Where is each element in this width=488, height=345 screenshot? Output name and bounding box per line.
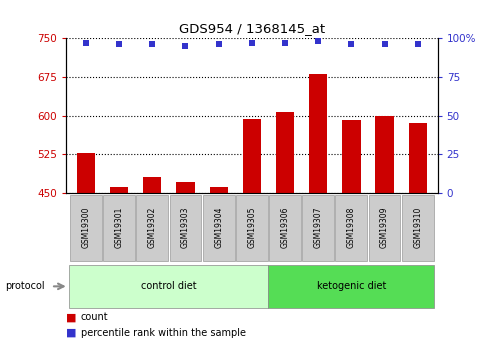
Point (347, 41, 355, 47)
Text: control diet: control diet (141, 282, 196, 291)
Bar (143, 177, 161, 193)
Point (380, 41, 387, 47)
Bar (110, 187, 128, 193)
Text: GSM19307: GSM19307 (313, 207, 322, 248)
Bar (368, 195, 400, 261)
Title: GDS954 / 1368145_at: GDS954 / 1368145_at (179, 22, 324, 36)
Bar (268, 195, 300, 261)
Bar (302, 195, 333, 261)
Text: protocol: protocol (5, 282, 44, 291)
Bar (235, 195, 267, 261)
Bar (375, 116, 393, 193)
Text: GSM19306: GSM19306 (280, 207, 289, 248)
Text: GSM19308: GSM19308 (346, 207, 355, 248)
Text: GSM19301: GSM19301 (114, 207, 123, 248)
Bar (401, 195, 433, 261)
Text: GSM19300: GSM19300 (81, 207, 90, 248)
Bar (203, 195, 234, 261)
Bar (136, 195, 168, 261)
Bar (209, 187, 227, 193)
Text: count: count (81, 313, 108, 322)
Point (281, 40, 288, 45)
Point (247, 40, 255, 45)
Point (148, 41, 156, 47)
Text: GSM19309: GSM19309 (379, 207, 388, 248)
Text: ■: ■ (66, 328, 76, 338)
Point (314, 38, 322, 44)
Point (181, 43, 189, 48)
Point (82, 40, 90, 45)
Bar (169, 195, 201, 261)
Bar (176, 182, 194, 193)
Bar (275, 112, 294, 193)
Bar (308, 73, 326, 193)
Point (413, 41, 421, 47)
Point (214, 41, 222, 47)
Text: ■: ■ (66, 313, 76, 322)
Bar (77, 153, 95, 193)
Text: GSM19302: GSM19302 (147, 207, 157, 248)
Bar (335, 195, 366, 261)
Text: ketogenic diet: ketogenic diet (316, 282, 386, 291)
Bar (70, 195, 102, 261)
Text: GSM19310: GSM19310 (412, 207, 421, 248)
Bar (268, 265, 433, 308)
Text: GSM19305: GSM19305 (247, 207, 256, 248)
Bar (69, 265, 268, 308)
Point (115, 41, 123, 47)
Bar (408, 123, 426, 193)
Bar (103, 195, 135, 261)
Bar (342, 120, 360, 193)
Text: GSM19303: GSM19303 (181, 207, 189, 248)
Text: percentile rank within the sample: percentile rank within the sample (81, 328, 245, 338)
Bar (242, 119, 261, 193)
Text: GSM19304: GSM19304 (214, 207, 223, 248)
